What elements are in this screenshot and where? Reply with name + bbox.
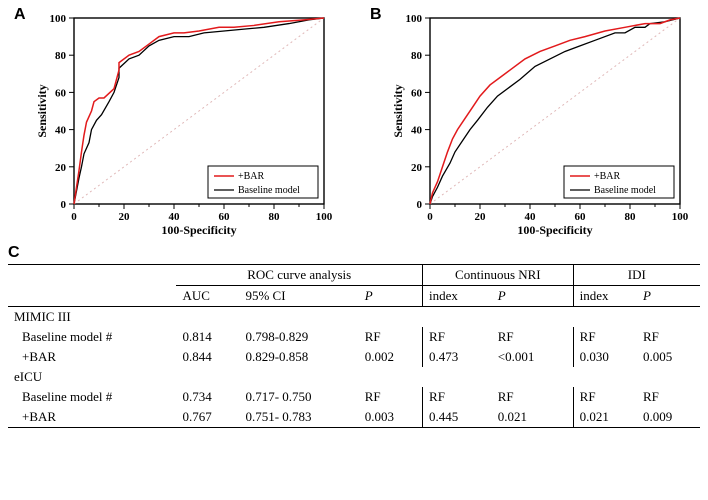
table-row: +BAR0.7670.751- 0.7830.0030.4450.0210.02… bbox=[8, 407, 700, 428]
svg-text:100: 100 bbox=[50, 13, 67, 25]
group-header: ROC curve analysis bbox=[176, 265, 422, 286]
roc-chart-a: 00 20 20 40 40 60 60 80 80 100 100 100-Specificity S… bbox=[34, 8, 334, 238]
sub-header: index bbox=[573, 286, 637, 307]
cell: 0.751- 0.783 bbox=[239, 407, 358, 428]
svg-text:100-Specificity: 100-Specificity bbox=[517, 223, 592, 237]
svg-text:Sensitivity: Sensitivity bbox=[35, 84, 49, 137]
svg-text:100: 100 bbox=[406, 13, 423, 25]
table-body: MIMIC IIIBaseline model #0.8140.798-0.82… bbox=[8, 307, 700, 428]
cell: 0.002 bbox=[359, 347, 423, 367]
cell: <0.001 bbox=[492, 347, 573, 367]
cell: 0.844 bbox=[176, 347, 239, 367]
group-label: eICU bbox=[8, 367, 700, 387]
svg-text:20: 20 bbox=[475, 211, 487, 223]
cell: 0.798-0.829 bbox=[239, 327, 358, 347]
svg-text:20: 20 bbox=[55, 162, 67, 174]
panel-b: B 00 20 20 40 40 60 60 80 80 100 100 100-Specificit… bbox=[372, 8, 692, 238]
row-label: Baseline model # bbox=[8, 327, 176, 347]
svg-text:0: 0 bbox=[417, 199, 423, 211]
table-row: Baseline model #0.7340.717- 0.750RFRFRFR… bbox=[8, 387, 700, 407]
svg-text:0: 0 bbox=[71, 211, 77, 223]
group-header: IDI bbox=[573, 265, 700, 286]
svg-text:40: 40 bbox=[525, 211, 537, 223]
row-label: +BAR bbox=[8, 407, 176, 428]
svg-text:60: 60 bbox=[219, 211, 231, 223]
cell: 0.005 bbox=[637, 347, 700, 367]
svg-text:40: 40 bbox=[55, 125, 67, 137]
cell: RF bbox=[423, 327, 492, 347]
cell: 0.021 bbox=[573, 407, 637, 428]
svg-text:80: 80 bbox=[269, 211, 281, 223]
svg-text:60: 60 bbox=[575, 211, 587, 223]
svg-text:100: 100 bbox=[672, 211, 689, 223]
cell: 0.003 bbox=[359, 407, 423, 428]
sub-header: index bbox=[423, 286, 492, 307]
cell: 0.717- 0.750 bbox=[239, 387, 358, 407]
cell: 0.814 bbox=[176, 327, 239, 347]
cell: RF bbox=[492, 387, 573, 407]
svg-text:40: 40 bbox=[411, 125, 423, 137]
svg-text:80: 80 bbox=[625, 211, 637, 223]
table-row: +BAR0.8440.829-0.8580.0020.473<0.0010.03… bbox=[8, 347, 700, 367]
svg-text:20: 20 bbox=[119, 211, 131, 223]
roc-panels: A 002020404060608080100100100-Specificit… bbox=[8, 8, 700, 238]
svg-text:100: 100 bbox=[316, 211, 333, 223]
panel-c-label: C bbox=[8, 244, 700, 262]
cell: 0.829-0.858 bbox=[239, 347, 358, 367]
svg-text:+BAR: +BAR bbox=[594, 171, 621, 182]
svg-text:100-Specificity: 100-Specificity bbox=[161, 223, 236, 237]
cell: 0.734 bbox=[176, 387, 239, 407]
svg-text:+BAR: +BAR bbox=[238, 171, 265, 182]
group-label: MIMIC III bbox=[8, 307, 700, 328]
svg-text:0: 0 bbox=[427, 211, 433, 223]
cell: RF bbox=[637, 387, 700, 407]
cell: RF bbox=[637, 327, 700, 347]
sub-header: P bbox=[492, 286, 573, 307]
cell: 0.030 bbox=[573, 347, 637, 367]
svg-text:80: 80 bbox=[55, 50, 67, 62]
sub-header: AUC bbox=[176, 286, 239, 307]
cell: RF bbox=[423, 387, 492, 407]
sub-header: 95% CI bbox=[239, 286, 358, 307]
cell: 0.009 bbox=[637, 407, 700, 428]
svg-text:0: 0 bbox=[61, 199, 67, 211]
svg-text:40: 40 bbox=[169, 211, 181, 223]
sub-header-row: AUC 95% CI P index P index P bbox=[8, 286, 700, 307]
table-row: Baseline model #0.8140.798-0.829RFRFRFRF… bbox=[8, 327, 700, 347]
cell: 0.021 bbox=[492, 407, 573, 428]
cell: RF bbox=[573, 387, 637, 407]
cell: 0.767 bbox=[176, 407, 239, 428]
table-row: eICU bbox=[8, 367, 700, 387]
roc-chart-b: 00 20 20 40 40 60 60 80 80 100 100 100-Specificity S… bbox=[390, 8, 690, 238]
panel-b-label: B bbox=[370, 6, 382, 24]
results-table-section: C ROC curve analysis Continuous NRI IDI … bbox=[8, 244, 700, 428]
cell: 0.473 bbox=[423, 347, 492, 367]
svg-text:80: 80 bbox=[411, 50, 423, 62]
table-row: MIMIC III bbox=[8, 307, 700, 328]
cell: 0.445 bbox=[423, 407, 492, 428]
svg-text:20: 20 bbox=[411, 162, 423, 174]
svg-text:Baseline model: Baseline model bbox=[594, 185, 656, 196]
group-header-row: ROC curve analysis Continuous NRI IDI bbox=[8, 265, 700, 286]
cell: RF bbox=[359, 327, 423, 347]
panel-a-label: A bbox=[14, 6, 26, 24]
cell: RF bbox=[359, 387, 423, 407]
svg-text:60: 60 bbox=[55, 87, 67, 99]
svg-text:60: 60 bbox=[411, 87, 423, 99]
row-label: Baseline model # bbox=[8, 387, 176, 407]
row-label: +BAR bbox=[8, 347, 176, 367]
panel-a: A 00 20 20 40 40 60 60 80 80 100 100 100-Specificit… bbox=[16, 8, 336, 238]
sub-header: P bbox=[359, 286, 423, 307]
results-table: ROC curve analysis Continuous NRI IDI AU… bbox=[8, 264, 700, 428]
group-header: Continuous NRI bbox=[423, 265, 574, 286]
cell: RF bbox=[573, 327, 637, 347]
cell: RF bbox=[492, 327, 573, 347]
sub-header: P bbox=[637, 286, 700, 307]
svg-text:Baseline model: Baseline model bbox=[238, 185, 300, 196]
svg-text:Sensitivity: Sensitivity bbox=[391, 84, 405, 137]
